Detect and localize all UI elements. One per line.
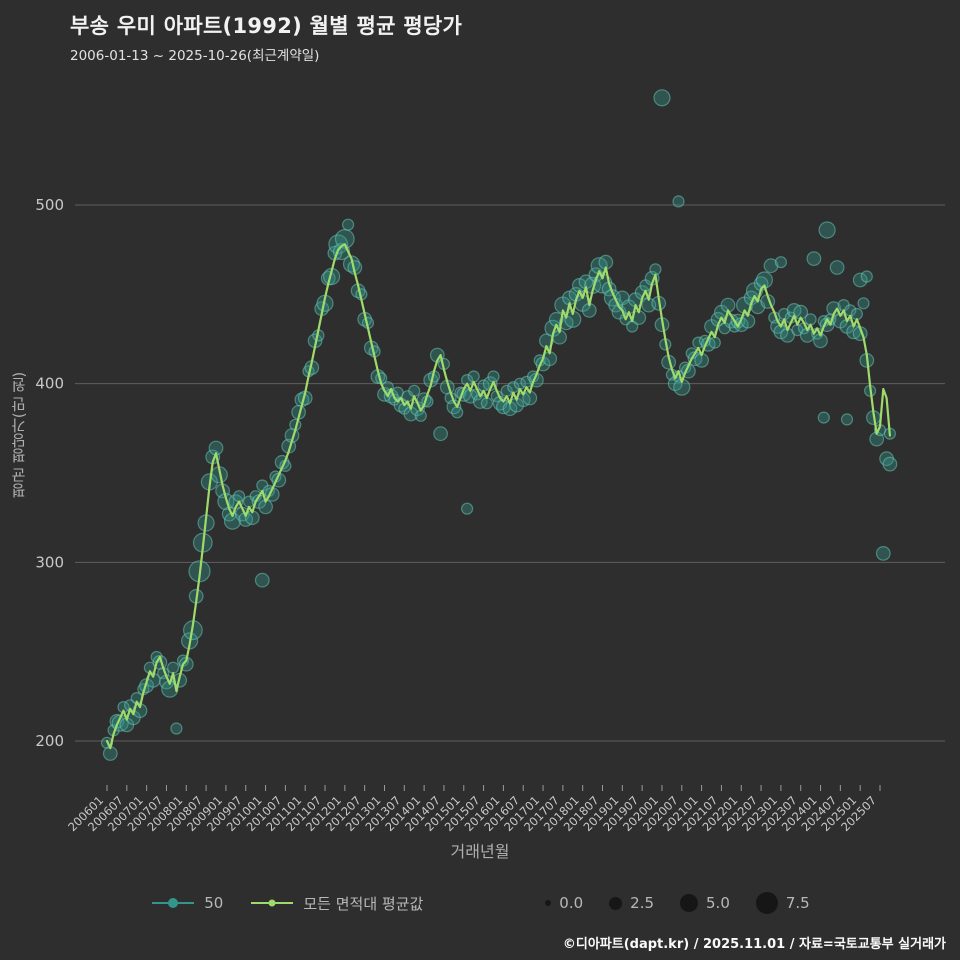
scatter-point [857,297,870,310]
scatter-point [461,502,474,515]
legend-label-scatter: 50 [204,894,224,912]
scatter-point [852,272,868,288]
legend-size-0: 0.0 [545,894,583,912]
scatter-point [433,426,449,442]
size-dot-2 [680,894,699,912]
scatter-point [763,258,779,274]
scatter-point [170,722,183,735]
chart-subtitle: 2006-01-13 ~ 2025-10-26(최근계약일) [70,48,320,64]
legend-size-2: 5.0 [680,894,730,912]
scatter-point [342,218,355,231]
scatter-point [467,370,480,383]
x-axis-label: 거래년월 [450,842,510,861]
y-axis-label: 평균 평당가(만 원) [10,371,28,499]
scatter-point [167,661,180,674]
scatter-point [882,456,898,472]
size-label-2: 5.0 [706,894,730,912]
scatter-point [875,546,891,561]
line-series-symbol [251,899,294,907]
chart-legend: 50 모든 면적대 평균값 0.0 2.5 5.0 7.5 [0,892,960,914]
scatter-point [414,409,427,422]
scatter-point [804,313,817,326]
chart-title: 부송 우미 아파트(1992) 월별 평균 평당가 [70,14,463,38]
scatter-point [480,397,493,410]
source-credit: ©디아파트(dapt.kr) / 2025.11.01 / 자료=국토교통부 실… [562,937,946,952]
size-label-0: 0.0 [559,894,584,912]
size-label-1: 2.5 [630,894,655,912]
size-label-3: 7.5 [785,894,810,912]
scatter-point [774,256,788,269]
legend-item-scatter-series: 50 [150,894,223,912]
scatter-point [806,251,822,267]
scatter-point [408,384,421,397]
scatter-point [708,336,721,349]
scatter-point [850,307,864,321]
scatter-point [818,221,836,239]
scatter-point [672,195,685,208]
scatter-point [840,413,854,426]
scatter-point [254,572,270,588]
scatter-point [817,411,830,424]
y-tick-label: 400 [35,375,64,393]
scatter-point [860,270,873,283]
legend-label-line: 모든 면적대 평균값 [303,894,424,913]
scatter-point [487,370,500,383]
scatter-point [829,260,845,275]
y-tick-label: 300 [35,553,64,571]
legend-size-1: 2.5 [609,894,654,912]
y-tick-label: 500 [35,196,64,214]
scatter-point [653,89,671,107]
scatter-point [451,406,464,419]
legend-size-3: 7.5 [755,892,810,914]
y-tick-label: 200 [35,732,64,750]
size-dot-0 [545,900,552,906]
scatter-series-symbol [152,898,195,908]
size-dot-1 [609,896,623,910]
scatter-point [233,490,246,503]
scatter-point [649,263,662,276]
legend-item-line-series: 모든 면적대 평균값 [249,893,423,914]
average-line [105,243,891,750]
size-dot-3 [755,892,778,914]
